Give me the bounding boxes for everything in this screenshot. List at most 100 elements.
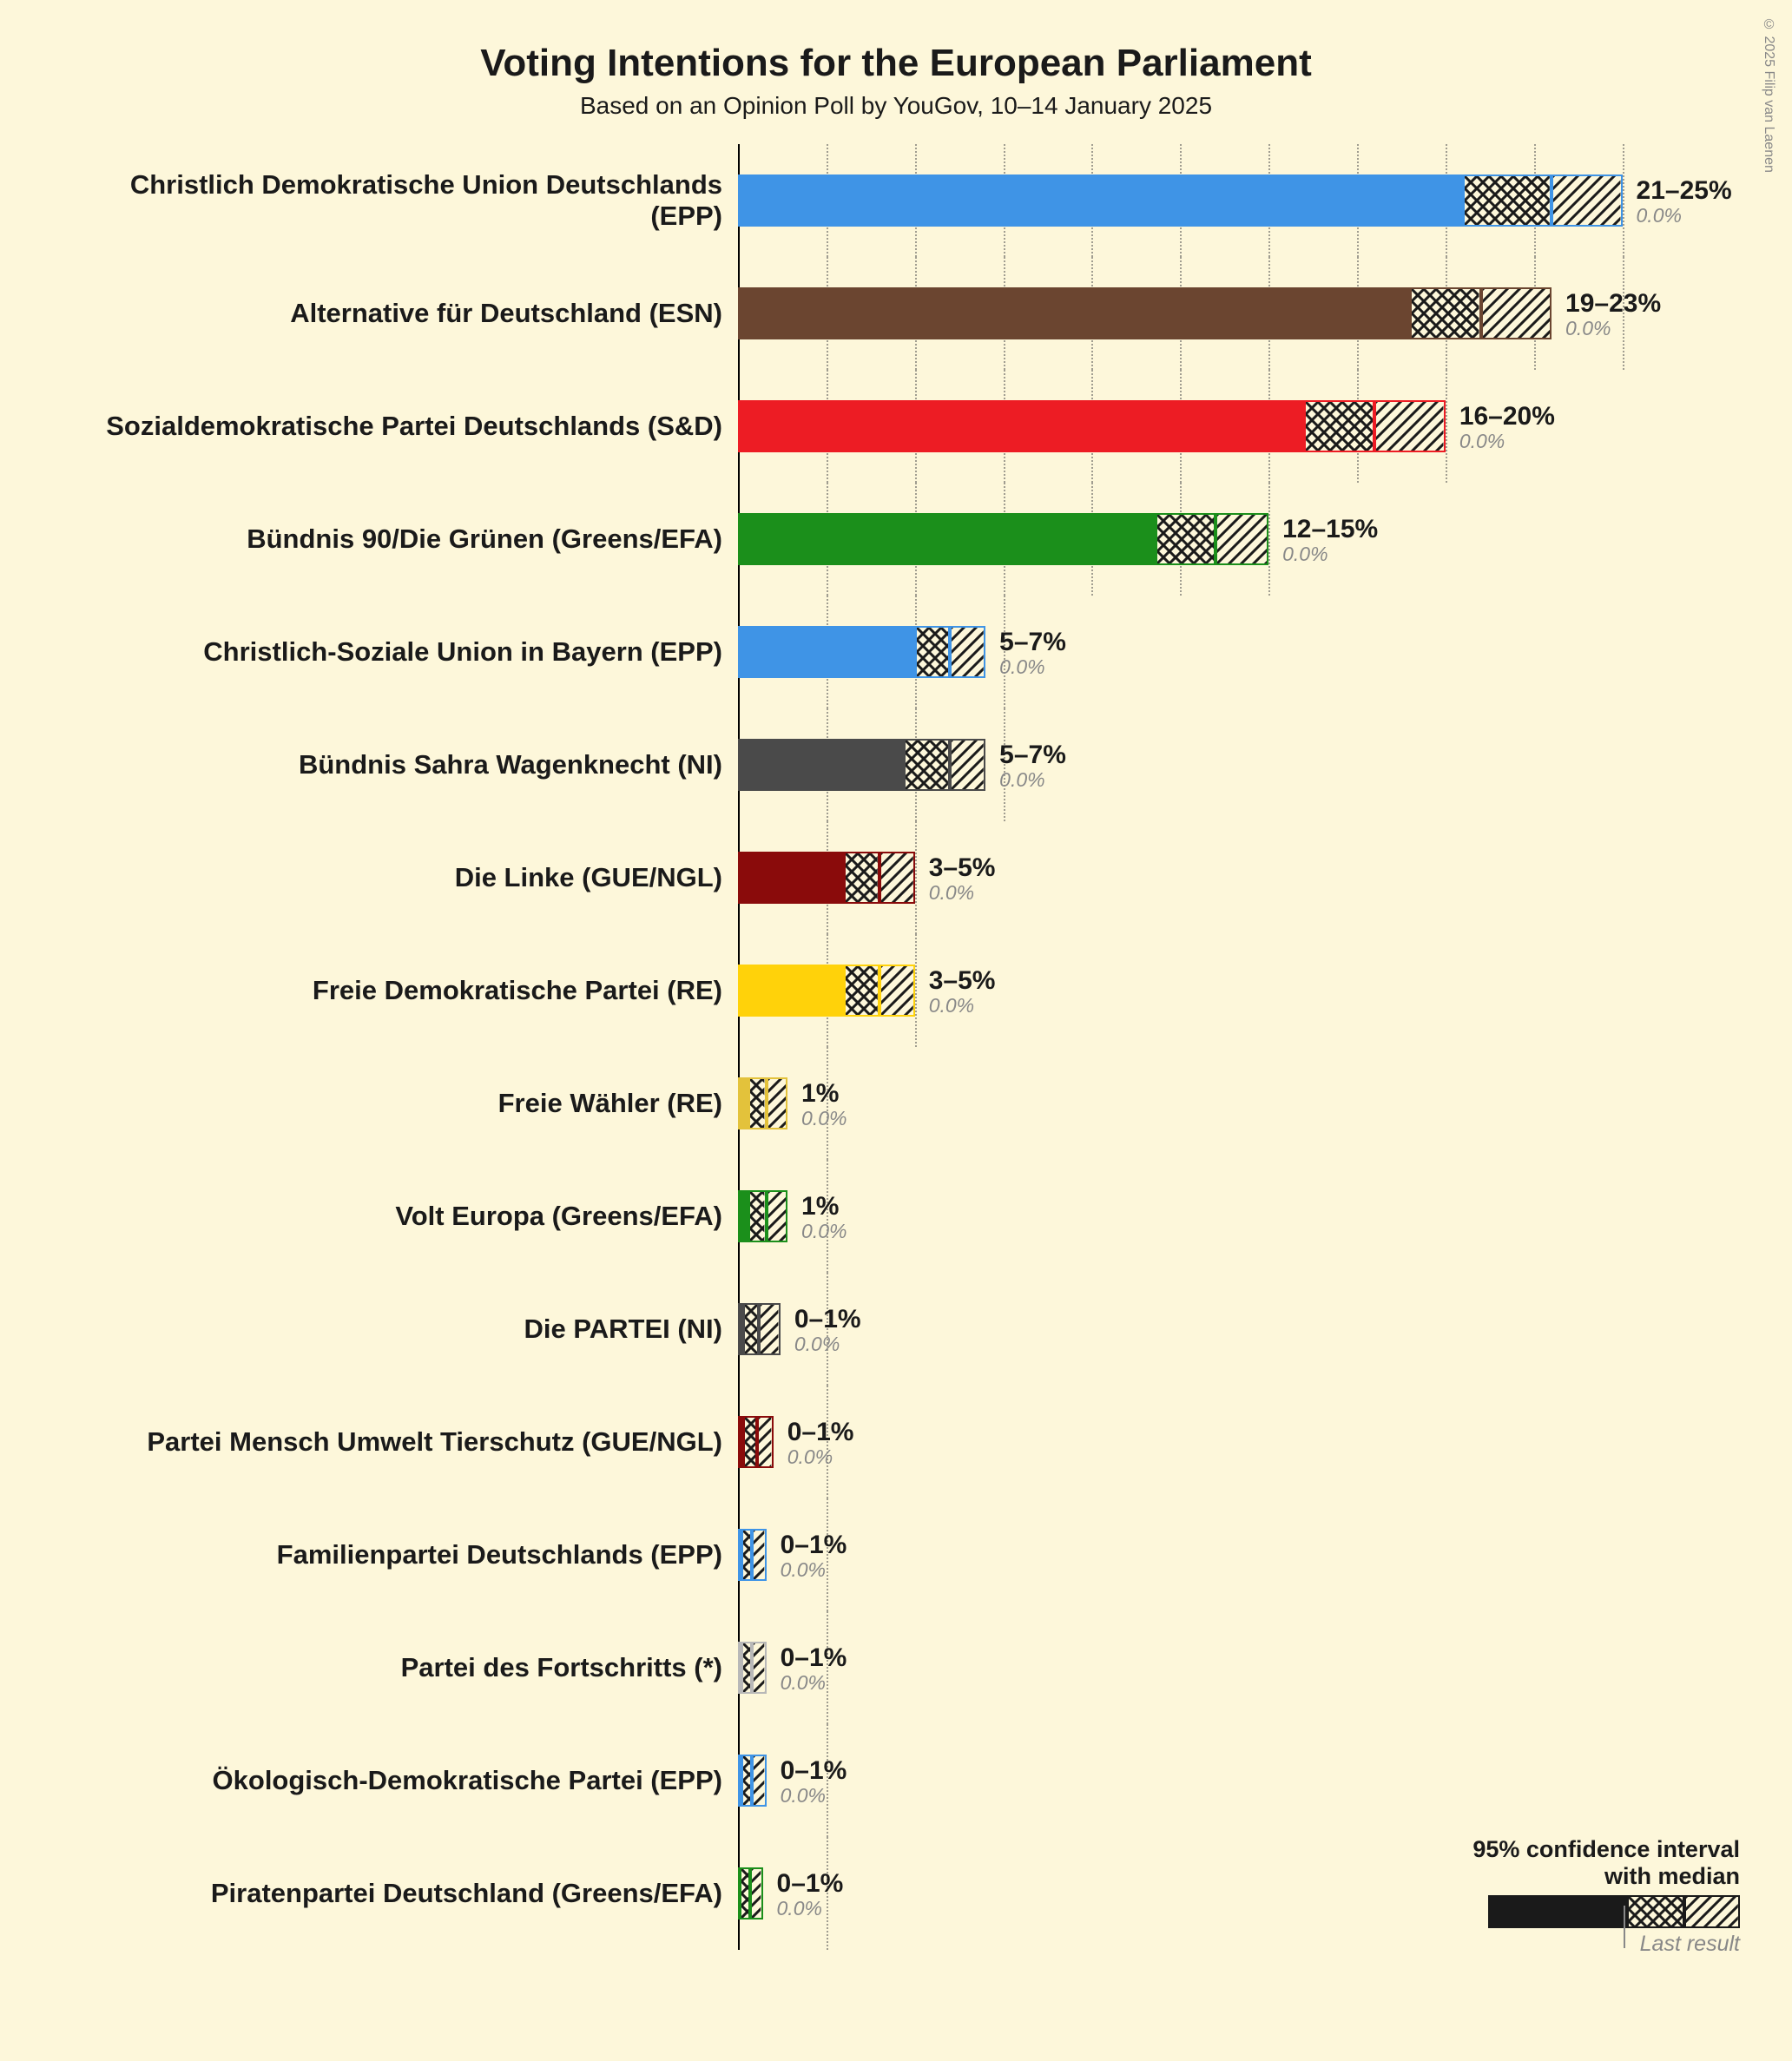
bar-ci-upper — [767, 1077, 787, 1129]
last-result-label: 0.0% — [999, 655, 1044, 679]
range-label: 0–1% — [777, 1869, 844, 1899]
party-label: Christlich-Soziale Union in Bayern (EPP) — [52, 596, 738, 708]
bar-area: 0–1%0.0% — [738, 1273, 1740, 1386]
chart-row: Partei Mensch Umwelt Tierschutz (GUE/NGL… — [52, 1386, 1740, 1498]
party-label: Bündnis 90/Die Grünen (Greens/EFA) — [52, 483, 738, 596]
bar-ci-upper — [752, 1642, 766, 1694]
bar-area: 0–1%0.0% — [738, 1611, 1740, 1724]
bar-ci-upper — [759, 1303, 780, 1355]
range-label: 1% — [801, 1079, 839, 1109]
last-result-label: 0.0% — [794, 1333, 840, 1356]
bar-area: 12–15%0.0% — [738, 483, 1740, 596]
last-result-label: 0.0% — [781, 1558, 826, 1582]
party-label: Freie Demokratische Partei (RE) — [52, 934, 738, 1047]
chart-title: Voting Intentions for the European Parli… — [52, 42, 1740, 85]
bar-area: 0–1%0.0% — [738, 1498, 1740, 1611]
range-label: 1% — [801, 1192, 839, 1221]
bar-solid — [738, 1190, 748, 1242]
last-result-label: 0.0% — [781, 1784, 826, 1807]
bar-ci-upper — [1374, 400, 1445, 452]
gridlines — [738, 1724, 1740, 1837]
bar-ci-mid — [748, 1077, 766, 1129]
bar-ci-upper — [752, 1755, 766, 1807]
chart-row: Bündnis Sahra Wagenknecht (NI)5–7%0.0% — [52, 708, 1740, 821]
chart-row: Christlich Demokratische Union Deutschla… — [52, 144, 1740, 257]
last-result-label: 0.0% — [1459, 430, 1505, 453]
gridline — [1446, 370, 1447, 483]
party-label: Ökologisch-Demokratische Partei (EPP) — [52, 1724, 738, 1837]
bar-ci-mid — [844, 965, 880, 1017]
bar-ci-mid — [915, 626, 951, 678]
party-label: Volt Europa (Greens/EFA) — [52, 1160, 738, 1273]
bar-ci-mid — [1410, 287, 1480, 339]
gridlines — [738, 1160, 1740, 1273]
bar-ci-mid — [1156, 513, 1216, 565]
credit-text: © 2025 Filip van Laenen — [1761, 17, 1776, 173]
bar-ci-upper — [880, 965, 915, 1017]
range-label: 5–7% — [999, 628, 1066, 657]
party-label: Christlich Demokratische Union Deutschla… — [52, 144, 738, 257]
party-label: Familienpartei Deutschlands (EPP) — [52, 1498, 738, 1611]
bar-ci-mid — [743, 1416, 757, 1468]
legend: 95% confidence interval with median Last… — [1472, 1836, 1740, 1957]
party-label: Bündnis Sahra Wagenknecht (NI) — [52, 708, 738, 821]
party-label: Freie Wähler (RE) — [52, 1047, 738, 1160]
legend-bar-solid — [1488, 1895, 1627, 1928]
bar-ci-upper — [750, 1867, 762, 1919]
last-result-label: 0.0% — [999, 768, 1044, 792]
bar-solid — [738, 1416, 743, 1468]
range-label: 0–1% — [781, 1643, 847, 1673]
gridlines — [738, 1498, 1740, 1611]
bar-solid — [738, 739, 904, 791]
bar-solid — [738, 1529, 741, 1581]
bar-area: 19–23%0.0% — [738, 257, 1740, 370]
chart-row: Christlich-Soziale Union in Bayern (EPP)… — [52, 596, 1740, 708]
chart-row: Freie Demokratische Partei (RE)3–5%0.0% — [52, 934, 1740, 1047]
bar-ci-mid — [748, 1190, 766, 1242]
gridline — [1623, 144, 1624, 257]
bar-solid — [738, 174, 1463, 227]
legend-last-label: Last result — [1472, 1932, 1740, 1957]
bar-solid — [738, 1755, 741, 1807]
bar-solid — [738, 400, 1304, 452]
legend-bar-mid — [1627, 1895, 1685, 1928]
bar-ci-upper — [767, 1190, 787, 1242]
bar-ci-upper — [1481, 287, 1552, 339]
chart-row: Sozialdemokratische Partei Deutschlands … — [52, 370, 1740, 483]
range-label: 19–23% — [1565, 289, 1661, 319]
bar-solid — [738, 1303, 743, 1355]
chart-subtitle: Based on an Opinion Poll by YouGov, 10–1… — [52, 92, 1740, 120]
chart-row: Familienpartei Deutschlands (EPP)0–1%0.0… — [52, 1498, 1740, 1611]
last-result-label: 0.0% — [781, 1671, 826, 1695]
gridline — [915, 821, 917, 934]
bar-area: 5–7%0.0% — [738, 596, 1740, 708]
last-result-label: 0.0% — [787, 1445, 833, 1469]
gridline — [1268, 483, 1270, 596]
chart-row: Die Linke (GUE/NGL)3–5%0.0% — [52, 821, 1740, 934]
bar-ci-mid — [741, 1755, 752, 1807]
chart-row: Partei des Fortschritts (*)0–1%0.0% — [52, 1611, 1740, 1724]
chart-row: Die PARTEI (NI)0–1%0.0% — [52, 1273, 1740, 1386]
range-label: 0–1% — [781, 1756, 847, 1786]
range-label: 3–5% — [929, 853, 996, 883]
bar-solid — [738, 513, 1156, 565]
last-result-label: 0.0% — [1282, 543, 1328, 566]
party-label: Sozialdemokratische Partei Deutschlands … — [52, 370, 738, 483]
bar-ci-upper — [1216, 513, 1268, 565]
last-result-label: 0.0% — [1565, 317, 1611, 340]
bar-solid — [738, 852, 844, 904]
party-label: Partei Mensch Umwelt Tierschutz (GUE/NGL… — [52, 1386, 738, 1498]
bar-area: 5–7%0.0% — [738, 708, 1740, 821]
legend-line-2: with median — [1472, 1863, 1740, 1890]
range-label: 0–1% — [787, 1418, 854, 1447]
bar-ci-upper — [1552, 174, 1622, 227]
bar-area: 3–5%0.0% — [738, 934, 1740, 1047]
bar-ci-upper — [880, 852, 915, 904]
gridlines — [738, 1273, 1740, 1386]
range-label: 0–1% — [781, 1531, 847, 1560]
party-label: Die PARTEI (NI) — [52, 1273, 738, 1386]
chart-page: © 2025 Filip van Laenen Voting Intention… — [0, 0, 1792, 2061]
chart-row: Alternative für Deutschland (ESN)19–23%0… — [52, 257, 1740, 370]
bar-ci-mid — [1463, 174, 1552, 227]
range-label: 3–5% — [929, 966, 996, 996]
